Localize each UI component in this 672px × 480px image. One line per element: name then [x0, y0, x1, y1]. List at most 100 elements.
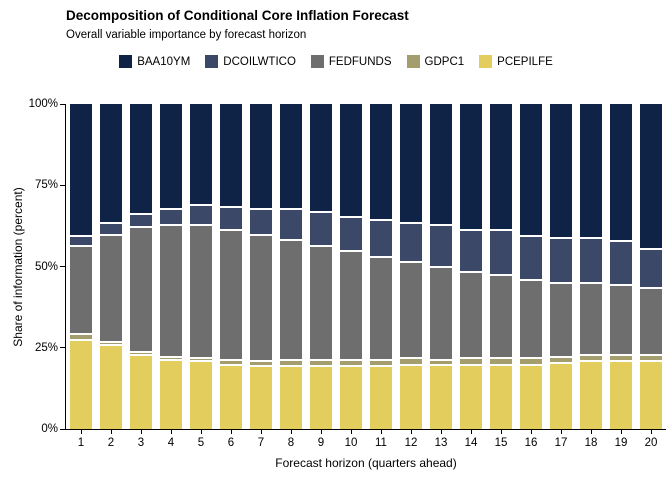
x-tick-label: 20: [644, 437, 658, 449]
bar-stack: [250, 104, 272, 429]
bar-segment-dcoilwtico: [130, 214, 152, 228]
bar-column: [66, 104, 96, 429]
bar-segment-fedfunds: [160, 225, 182, 358]
bar-segment-gdpc1: [190, 359, 212, 363]
x-tick-cell: 3: [126, 429, 156, 449]
bar-segment-dcoilwtico: [190, 206, 212, 226]
bar-segment-fedfunds: [580, 284, 602, 356]
bar-segment-baa10ym: [190, 104, 212, 207]
bar-segment-dcoilwtico: [160, 209, 182, 226]
bar-segment-baa10ym: [520, 104, 542, 238]
bar-column: [456, 104, 486, 429]
x-tick-label: 16: [524, 437, 538, 449]
bar-segment-baa10ym: [70, 104, 92, 238]
bar-segment-gdpc1: [490, 359, 512, 366]
bar-segment-fedfunds: [550, 284, 572, 358]
bar-stack: [550, 104, 572, 429]
legend-swatch-icon: [310, 55, 324, 68]
bar-column: [156, 104, 186, 429]
bar-segment-baa10ym: [310, 104, 332, 213]
bars-container: [66, 104, 666, 429]
x-tick-mark: [650, 429, 652, 434]
x-tick-cell: 14: [456, 429, 486, 449]
bar-segment-baa10ym: [220, 104, 242, 208]
legend-label: PCEPILFE: [497, 55, 553, 68]
x-tick-cell: 16: [516, 429, 546, 449]
x-tick-cell: 1: [66, 429, 96, 449]
bar-segment-fedfunds: [220, 230, 242, 361]
x-tick-mark: [410, 429, 412, 434]
bar-segment-dcoilwtico: [220, 208, 242, 231]
bar-column: [126, 104, 156, 429]
y-tick-mark: [60, 103, 66, 105]
legend: BAA10YM DCOILWTICO FEDFUNDS GDPC1 PCEPILFE: [0, 55, 672, 68]
y-tick-label: 0%: [41, 423, 58, 435]
legend-item-baa10ym: BAA10YM: [119, 55, 190, 68]
bar-segment-gdpc1: [310, 360, 332, 368]
bar-segment-fedfunds: [70, 247, 92, 335]
bar-segment-dcoilwtico: [520, 237, 542, 282]
bar-segment-baa10ym: [130, 104, 152, 215]
x-tick-label: 1: [77, 437, 85, 449]
bar-segment-gdpc1: [580, 355, 602, 363]
bar-segment-dcoilwtico: [370, 221, 392, 259]
bar-segment-baa10ym: [550, 104, 572, 239]
bar-column: [216, 104, 246, 429]
bar-segment-pcepilfe: [610, 362, 632, 429]
x-tick-mark: [470, 429, 472, 434]
x-tick-mark: [230, 429, 232, 434]
x-tick-mark: [380, 429, 382, 434]
bar-segment-pcepilfe: [640, 362, 662, 429]
legend-swatch-icon: [119, 55, 133, 68]
bar-stack: [400, 104, 422, 429]
x-tick-label: 15: [494, 437, 508, 449]
bar-segment-pcepilfe: [310, 367, 332, 429]
bar-segment-fedfunds: [280, 240, 302, 361]
bar-segment-gdpc1: [430, 360, 452, 366]
bar-segment-fedfunds: [100, 235, 122, 343]
x-axis: 1 2 3 4 5 6 7 8 9 10 11 12 13 14 15 16 17 18 19 20: [66, 429, 666, 449]
bar-column: [546, 104, 576, 429]
x-tick-cell: 19: [606, 429, 636, 449]
bar-column: [516, 104, 546, 429]
y-tick-mark: [60, 347, 66, 349]
legend-swatch-icon: [406, 55, 420, 68]
bar-segment-pcepilfe: [100, 346, 122, 429]
bar-segment-baa10ym: [610, 104, 632, 243]
x-tick-mark: [170, 429, 172, 434]
x-tick-cell: 17: [546, 429, 576, 449]
plot-area: Share of information (percent) 0% 25% 50% 7…: [11, 98, 666, 470]
y-tick-mark: [60, 184, 66, 186]
legend-label: FEDFUNDS: [328, 55, 392, 68]
legend-label: BAA10YM: [137, 55, 191, 68]
bar-stack: [130, 104, 152, 429]
bar-segment-gdpc1: [250, 362, 272, 368]
bar-segment-fedfunds: [640, 289, 662, 356]
x-tick-label: 13: [434, 437, 448, 449]
legend-label: DCOILWTICO: [223, 55, 296, 68]
bar-segment-pcepilfe: [220, 365, 242, 429]
bar-column: [396, 104, 426, 429]
bar-stack: [100, 104, 122, 429]
bar-segment-pcepilfe: [70, 341, 92, 429]
bar-segment-baa10ym: [100, 104, 122, 225]
bar-stack: [520, 104, 542, 429]
x-tick-cell: 4: [156, 429, 186, 449]
x-tick-cell: 20: [636, 429, 666, 449]
bar-segment-gdpc1: [370, 360, 392, 368]
bar-segment-baa10ym: [280, 104, 302, 210]
legend-label: GDPC1: [424, 55, 465, 68]
x-tick-mark: [320, 429, 322, 434]
bar-segment-pcepilfe: [460, 365, 482, 429]
x-tick-cell: 7: [246, 429, 276, 449]
bar-segment-pcepilfe: [370, 367, 392, 429]
bar-column: [276, 104, 306, 429]
bar-column: [186, 104, 216, 429]
chart-title: Decomposition of Conditional Core Inflat…: [66, 8, 409, 23]
bar-segment-baa10ym: [640, 104, 662, 251]
bar-segment-dcoilwtico: [400, 224, 422, 264]
x-tick-mark: [110, 429, 112, 434]
bar-stack: [220, 104, 242, 429]
x-tick-label: 7: [257, 437, 265, 449]
x-tick-label: 8: [287, 437, 295, 449]
